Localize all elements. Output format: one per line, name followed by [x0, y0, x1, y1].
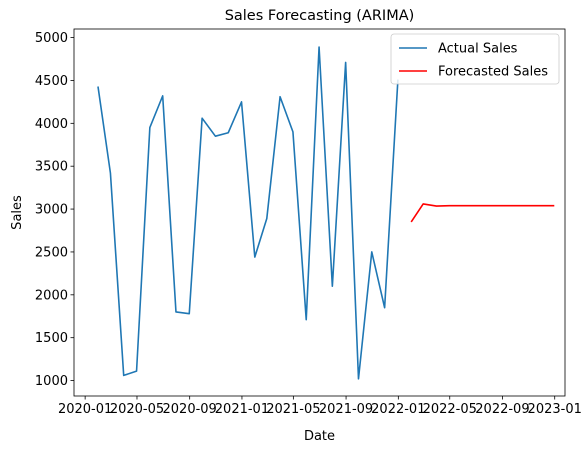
y-tick-label: 5000	[35, 31, 68, 46]
x-axis-label: Date	[304, 429, 335, 444]
series-line-actual-sales	[97, 46, 399, 380]
x-tick-label: 2021-05	[266, 402, 320, 417]
plot-area-frame	[73, 28, 566, 397]
chart-title: Sales Forecasting (ARIMA)	[225, 8, 415, 24]
y-tick-label: 1000	[35, 374, 68, 389]
series-line-forecasted-sales	[410, 203, 555, 223]
x-tick-label: 2020-09	[163, 402, 217, 417]
y-axis-label: Sales	[10, 195, 25, 230]
legend-label: Forecasted Sales	[438, 65, 548, 80]
y-tick-label: 4000	[35, 117, 68, 132]
y-tick-label: 2500	[35, 245, 68, 260]
x-tick-label: 2020-05	[110, 402, 164, 417]
x-tick-label: 2023-01	[528, 402, 582, 417]
legend-box	[390, 33, 560, 85]
y-axis: 1000 1500 2000 2500 3000 3500 4000 4500 5000	[35, 31, 74, 389]
x-tick-label: 2022-09	[475, 402, 529, 417]
y-tick-label: 1500	[35, 331, 68, 346]
x-tick-label: 2021-01	[215, 402, 269, 417]
y-tick-label: 3500	[35, 160, 68, 175]
y-tick-label: 4500	[35, 74, 68, 89]
x-tick-label: 2022-05	[423, 402, 477, 417]
x-tick-label: 2022-01	[371, 402, 425, 417]
y-tick-label: 2000	[35, 288, 68, 303]
x-tick-label: 2021-09	[319, 402, 373, 417]
x-tick-label: 2020-01	[58, 402, 112, 417]
legend: Actual Sales Forecasted Sales	[390, 33, 560, 85]
legend-label: Actual Sales	[438, 42, 518, 57]
y-tick-label: 3000	[35, 203, 68, 218]
plot-series	[97, 46, 555, 380]
x-axis: 2020-012020-052020-092021-012021-052021-…	[58, 396, 582, 417]
